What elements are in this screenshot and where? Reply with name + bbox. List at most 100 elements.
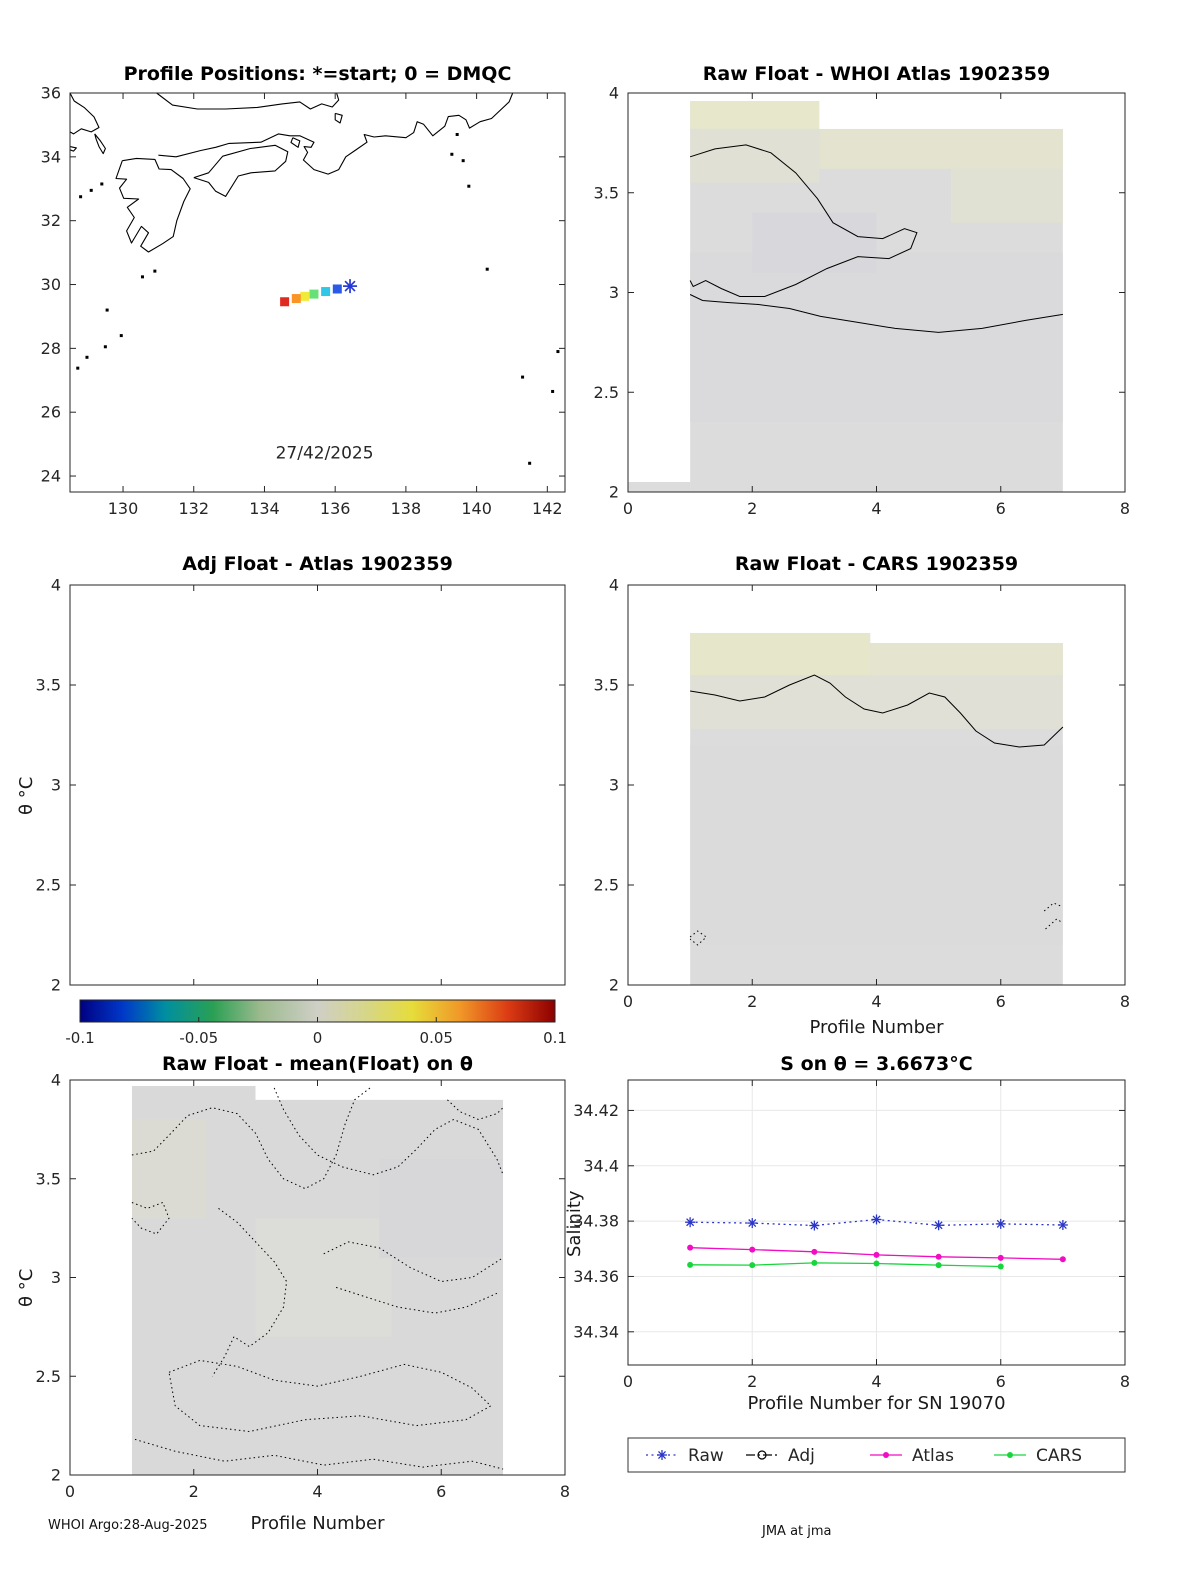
float-trajectory: [280, 279, 358, 307]
pcolor-field: [131, 1085, 504, 1475]
island-dot: [79, 195, 83, 199]
svg-text:34.34: 34.34: [573, 1322, 619, 1341]
raw-minus-mean-xlabel: Profile Number: [250, 1513, 385, 1534]
raw-whoi-atlas-plot: 0 2 4 6 822.533.54: [594, 84, 1131, 519]
svg-text:2: 2: [747, 1372, 757, 1391]
svg-text:34.36: 34.36: [573, 1267, 619, 1286]
contour-line: [689, 144, 918, 297]
profile-marker: [291, 294, 301, 304]
profile-marker: [300, 291, 310, 301]
pcolor-field: [628, 101, 1063, 492]
svg-text:2: 2: [747, 992, 757, 1011]
svg-text:3.5: 3.5: [594, 183, 619, 202]
island-dot: [85, 355, 89, 359]
svg-text:8: 8: [1120, 1372, 1130, 1391]
island-dot: [103, 345, 107, 349]
svg-text:0: 0: [623, 499, 633, 518]
contour-line: [689, 294, 1063, 333]
island-dot: [119, 334, 123, 338]
svg-text:142: 142: [532, 499, 563, 518]
svg-text:36: 36: [41, 84, 61, 103]
contour-line: [335, 1286, 498, 1314]
svg-text:3.5: 3.5: [594, 676, 619, 695]
svg-text:3.5: 3.5: [36, 1169, 61, 1188]
svg-text:2.5: 2.5: [594, 876, 619, 895]
svg-text:34.4: 34.4: [583, 1156, 619, 1175]
svg-text:136: 136: [320, 499, 351, 518]
island-dot: [153, 269, 157, 273]
island-dot: [556, 350, 560, 354]
subplot-raw-cars: Raw Float - CARS 1902359 Profile Number …: [560, 545, 1200, 1045]
island-dot: [105, 308, 109, 312]
svg-text:4: 4: [871, 992, 881, 1011]
svg-text:130: 130: [108, 499, 139, 518]
contour-line: [1043, 902, 1064, 912]
svg-text:4: 4: [51, 576, 61, 595]
raw-cars-xlabel: Profile Number: [809, 1017, 944, 1038]
svg-text:-0.1: -0.1: [65, 1029, 94, 1045]
svg-text:2.5: 2.5: [36, 876, 61, 895]
svg-text:34.38: 34.38: [573, 1212, 619, 1231]
island-dot: [140, 275, 144, 279]
legend-label-adj: Adj: [788, 1446, 815, 1466]
legend-label-atlas: Atlas: [912, 1446, 954, 1466]
contour-line: [447, 1099, 504, 1121]
svg-text:3: 3: [51, 776, 61, 795]
svg-text:24: 24: [41, 467, 61, 486]
svg-text:-0.05: -0.05: [179, 1029, 218, 1045]
svg-text:2: 2: [51, 976, 61, 995]
island-dot: [551, 389, 555, 393]
svg-text:4: 4: [871, 1372, 881, 1391]
profile-marker: [321, 287, 331, 297]
island-dot: [461, 159, 465, 163]
profile-marker: [280, 297, 290, 307]
s-on-theta-plot: 0 2 4 6 8 34.34 34.36 34.38 34.4 34.42 Raw Adj Atlas…: [573, 1079, 1130, 1473]
contour-line: [1045, 918, 1064, 930]
adj-atlas-plot: 2 2.5 3 3.5 4 -0.1 -0.05 0 0.05 0.1: [36, 576, 567, 1046]
svg-text:32: 32: [41, 211, 61, 230]
adj-atlas-title: Adj Float - Atlas 1902359: [182, 553, 453, 575]
svg-text:0.05: 0.05: [420, 1029, 453, 1045]
coastlines: [69, 92, 560, 465]
contour-line: [690, 674, 1064, 748]
raw-cars-plot: 0 2 4 6 822.533.54: [594, 576, 1131, 1012]
subplot-raw-whoi-atlas: Raw Float - WHOI Atlas 1902359 0 2 4 6 8 2 2.5…: [560, 55, 1200, 535]
footer-left-text: WHOI Argo:28-Aug-2025: [48, 1518, 208, 1533]
svg-text:34.42: 34.42: [573, 1101, 619, 1120]
island-dot: [450, 152, 454, 156]
subplot-s-on-theta: S on θ = 3.6673°C Salinity Profile Numbe…: [530, 1045, 1200, 1575]
contour-line: [273, 1087, 504, 1176]
raw-minus-mean-title: Raw Float - mean(Float) on θ: [162, 1053, 473, 1075]
raw-cars-title: Raw Float - CARS 1902359: [734, 553, 1019, 575]
svg-text:3: 3: [609, 283, 619, 302]
svg-text:4: 4: [51, 1071, 61, 1090]
svg-text:3.5: 3.5: [36, 676, 61, 695]
legend-label-raw: Raw: [688, 1446, 724, 1466]
s-on-theta-xlabel: Profile Number for SN 19070: [747, 1393, 1006, 1414]
svg-text:34: 34: [41, 147, 61, 166]
svg-text:0.1: 0.1: [543, 1029, 567, 1045]
svg-text:4: 4: [609, 84, 619, 103]
profile-positions-title: Profile Positions: *=start; 0 = DMQC: [123, 63, 512, 85]
series-cars: [690, 1262, 1001, 1268]
subplot-adj-atlas: Adj Float - Atlas 1902359 θ °C 2 2.5 3 3.5 4…: [0, 545, 600, 1045]
profile-marker: [332, 284, 342, 294]
footer-right-text: JMA at jma: [762, 1524, 832, 1539]
svg-text:2: 2: [609, 976, 619, 995]
pcolor-field: [690, 633, 1063, 985]
island-dot: [521, 375, 525, 379]
svg-text:4: 4: [871, 499, 881, 518]
contour-line: [131, 1201, 170, 1235]
svg-text:8: 8: [560, 1482, 570, 1501]
svg-text:0: 0: [65, 1482, 75, 1501]
svg-text:6: 6: [996, 499, 1006, 518]
svg-text:2: 2: [747, 499, 757, 518]
svg-text:0: 0: [623, 992, 633, 1011]
svg-text:4: 4: [609, 576, 619, 595]
profile-positions-map: 27/42/2025 130 132 134 136 138 140 142 24 26 28 30 3…: [41, 84, 566, 518]
svg-text:2.5: 2.5: [36, 1367, 61, 1386]
svg-text:8: 8: [1120, 992, 1130, 1011]
s-on-theta-title: S on θ = 3.6673°C: [780, 1053, 973, 1075]
legend-label-cars: CARS: [1036, 1446, 1082, 1466]
